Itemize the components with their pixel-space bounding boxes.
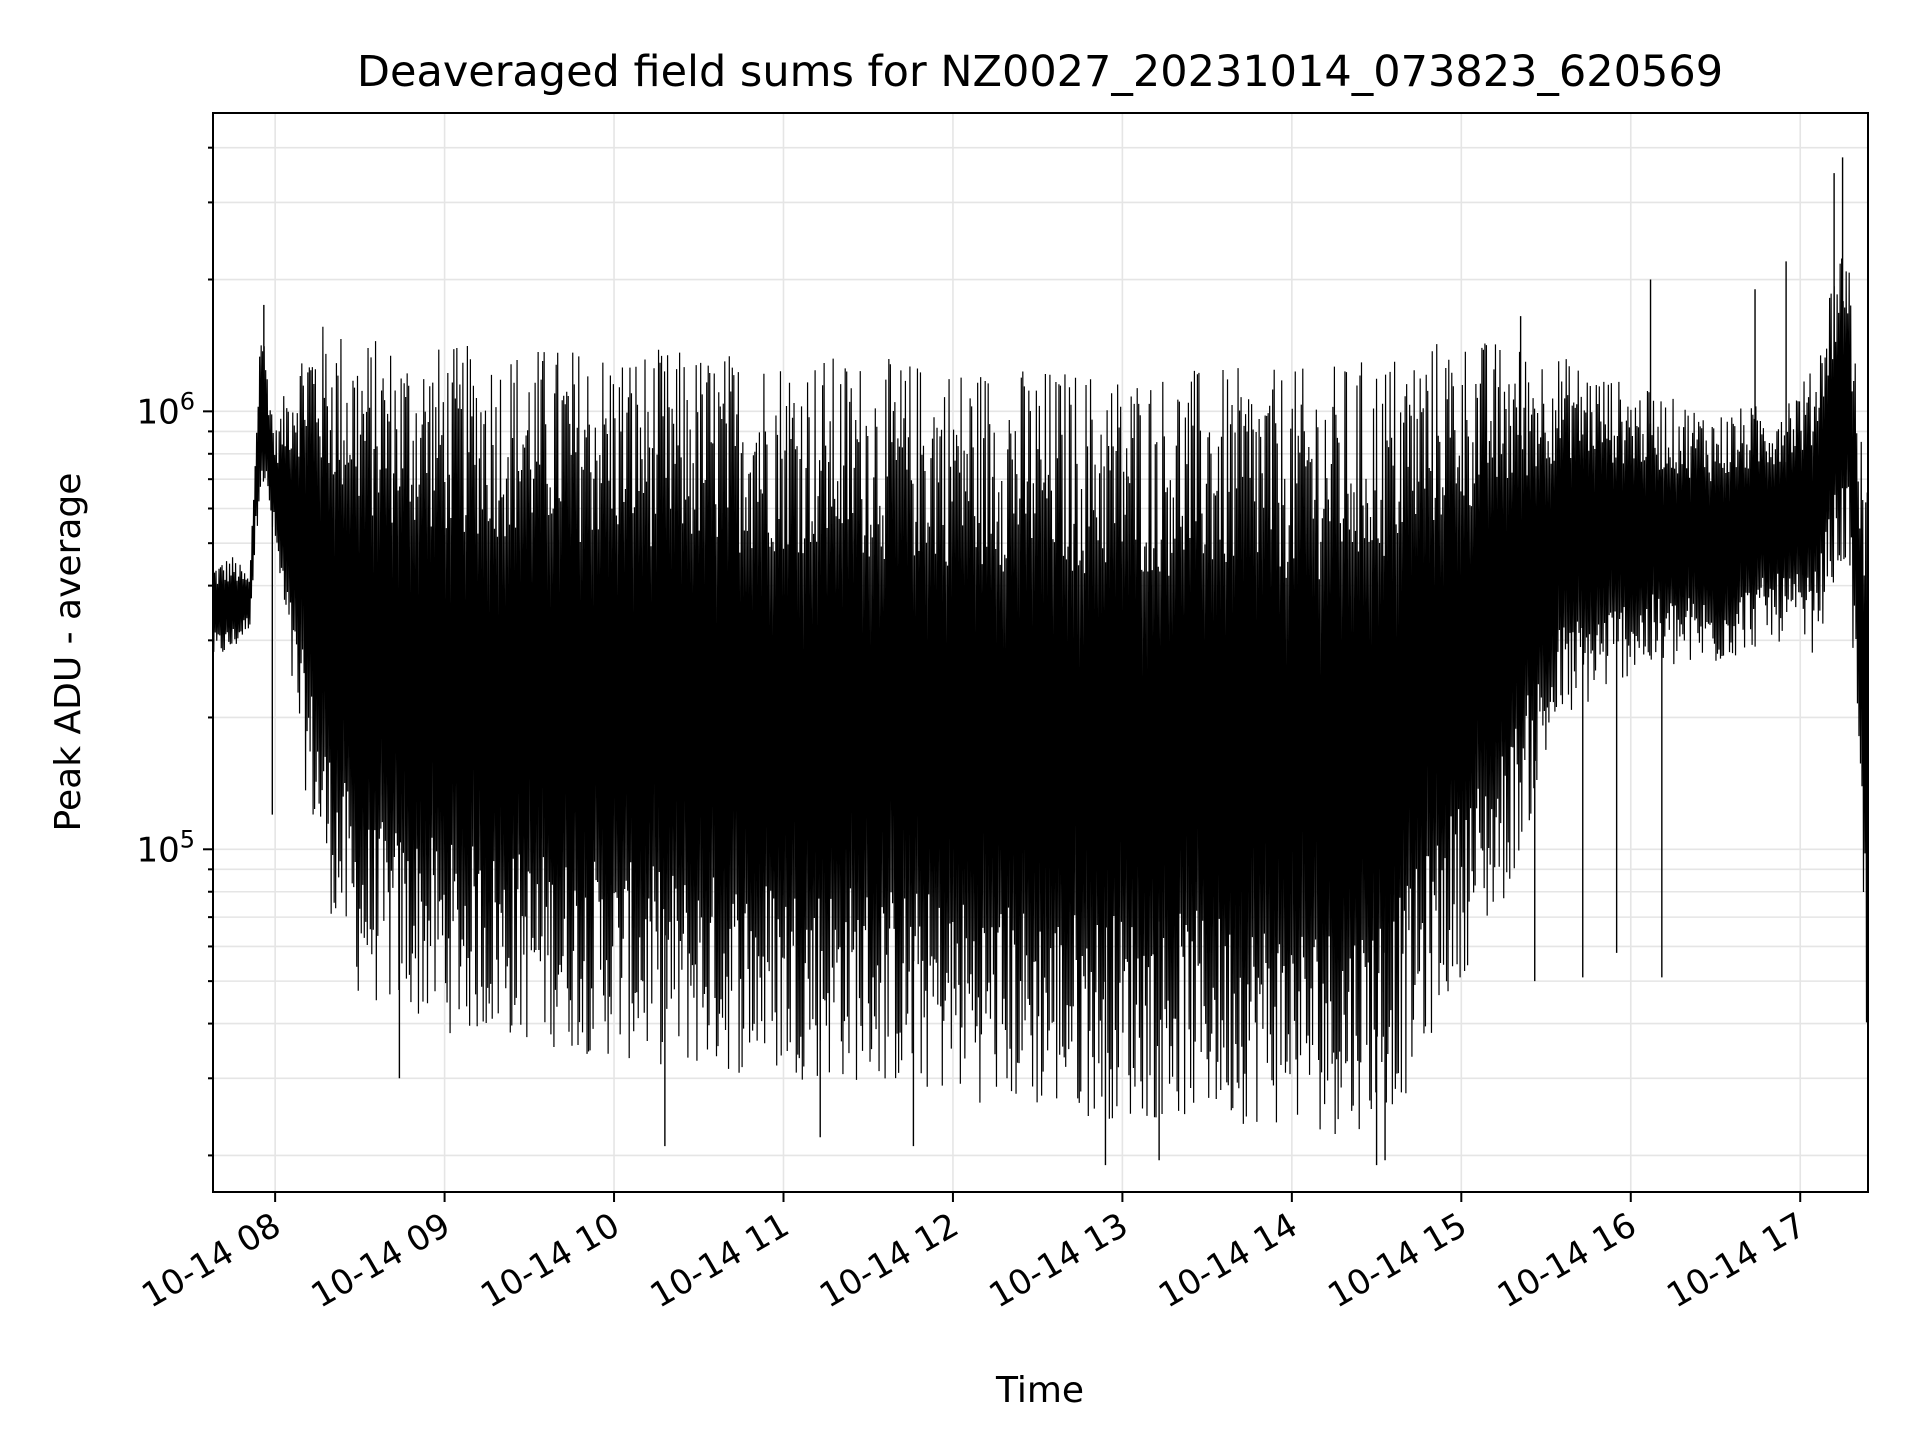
y-tick-label-base: 10 [136, 392, 179, 432]
y-tick-label-exponent: 6 [180, 387, 195, 415]
series-layer [212, 157, 1869, 1166]
y-tick-label-exponent: 5 [180, 825, 195, 853]
y-tick-label: 106 [136, 387, 195, 432]
series-line [212, 258, 1869, 1134]
y-tick-label: 105 [136, 825, 195, 870]
x-axis-label: Time [995, 1370, 1084, 1411]
plot-frame [212, 112, 1869, 1193]
y-tick-label-base: 10 [136, 830, 179, 870]
y-axis-label: Peak ADU - average [48, 473, 89, 832]
chart-title: Deaveraged field sums for NZ0027_2023101… [357, 47, 1723, 97]
